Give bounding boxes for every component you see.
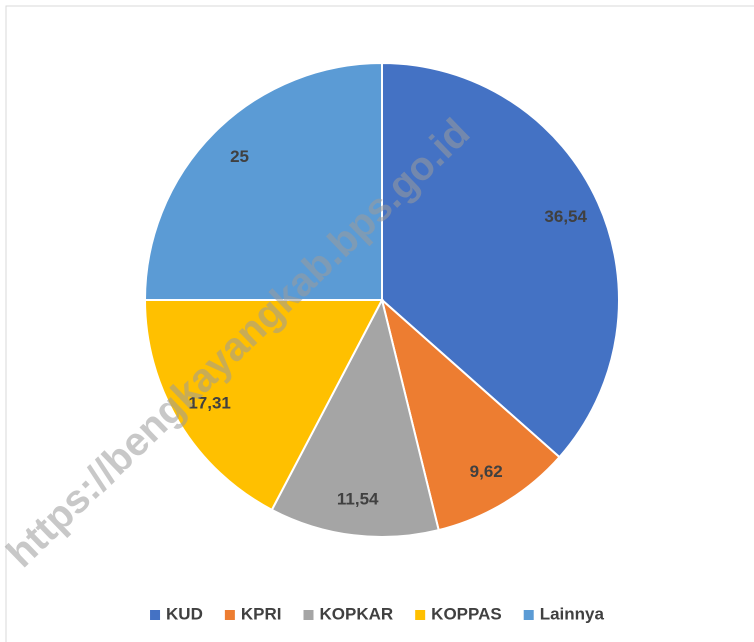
- pie-slice: [270, 297, 440, 538]
- legend-swatch: [303, 610, 314, 620]
- data-label: 17,31: [188, 394, 231, 413]
- pie-slice: [381, 61, 620, 459]
- pie-slice: [380, 297, 561, 532]
- legend-swatch: [150, 610, 161, 620]
- pie: [143, 61, 620, 538]
- legend-label: KPRI: [241, 604, 282, 623]
- data-label: 9,62: [470, 462, 503, 481]
- data-label: 36,54: [544, 207, 587, 226]
- legend-label: KUD: [166, 604, 203, 623]
- legend-label: KOPKAR: [320, 604, 394, 623]
- legend-label: KOPPAS: [431, 604, 502, 623]
- legend-label: Lainnya: [540, 604, 605, 623]
- data-label: 11,54: [337, 489, 379, 508]
- data-label: 25: [230, 147, 249, 166]
- legend: KUD KPRI KOPKAR KOPPAS Lainnya: [150, 604, 605, 623]
- legend-swatch: [523, 610, 534, 620]
- data-labels: 36,54 9,62 11,54 17,31 25: [188, 147, 587, 508]
- pie-slice: [143, 298, 384, 512]
- pie-slice: [143, 61, 383, 302]
- legend-swatch: [415, 610, 426, 620]
- legend-swatch: [224, 610, 235, 620]
